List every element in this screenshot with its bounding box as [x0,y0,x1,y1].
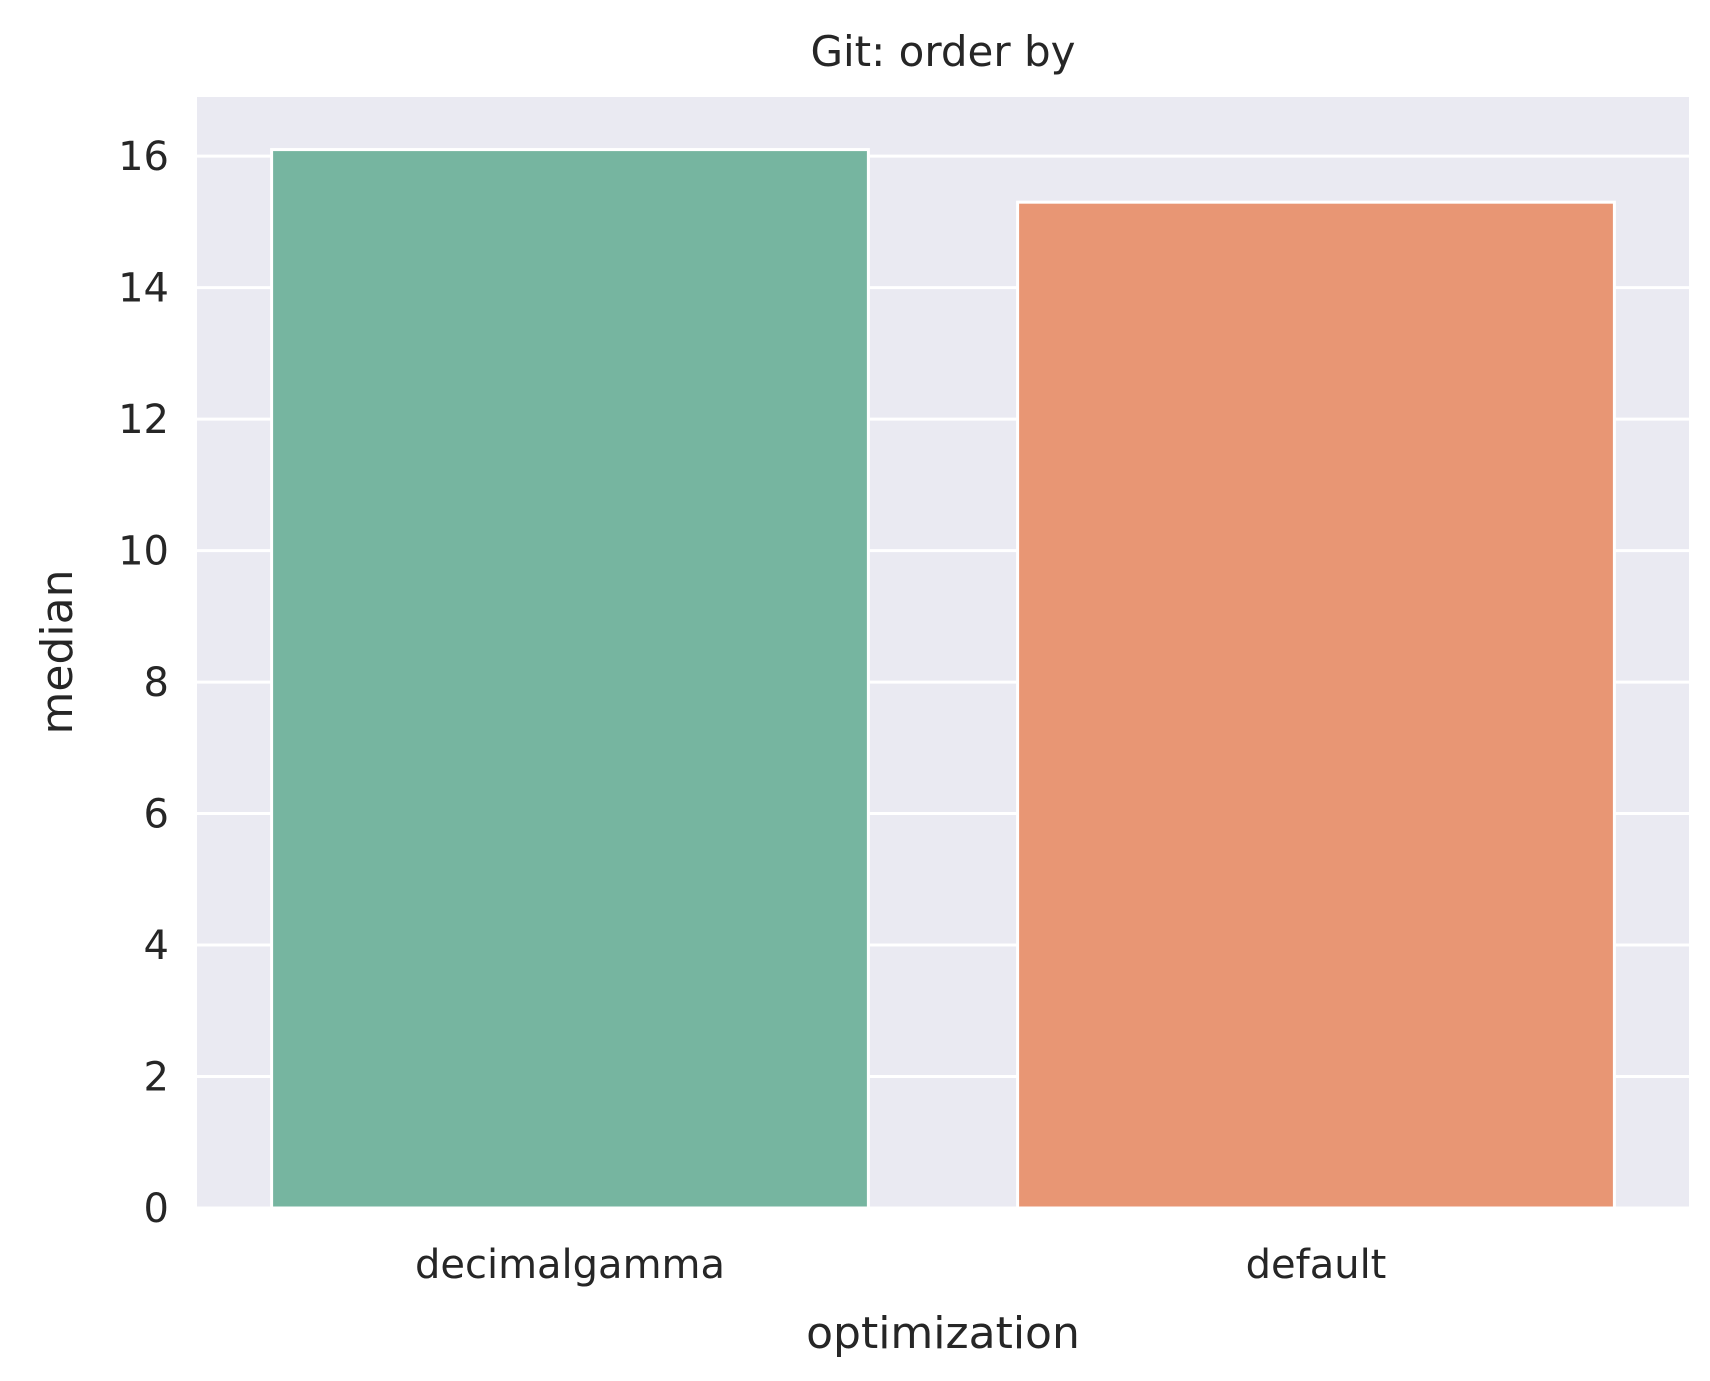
y-tick-label: 8 [144,660,169,706]
x-tick-labels: decimalgamma default [415,1242,1386,1288]
bars [270,148,1616,1210]
y-tick-label: 16 [118,134,169,180]
y-tick-label: 0 [144,1186,169,1232]
bar-decimalgamma [270,148,870,1210]
x-tick-label: default [1246,1242,1387,1288]
y-tick-label: 10 [118,529,169,575]
y-tick-label: 14 [118,266,169,312]
y-tick-label: 2 [144,1055,169,1101]
y-tick-labels: 0 2 4 6 8 10 12 14 16 [118,134,169,1232]
bar-default [1016,200,1616,1210]
x-axis-label: optimization [806,1308,1080,1359]
y-axis-label: median [32,570,83,735]
y-tick-label: 4 [144,923,169,969]
y-tick-label: 12 [118,397,169,443]
chart-title: Git: order by [810,27,1075,76]
x-tick-label: decimalgamma [415,1242,725,1288]
y-tick-label: 6 [144,792,169,838]
